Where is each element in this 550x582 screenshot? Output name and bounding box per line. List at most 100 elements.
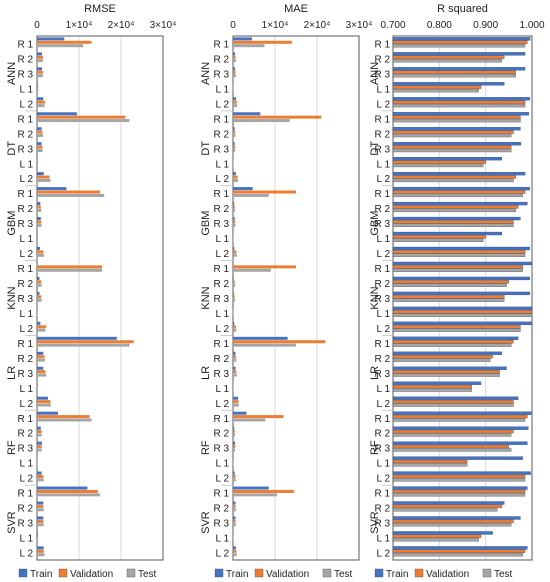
bar-test <box>37 463 38 467</box>
bar-train <box>37 247 40 250</box>
bar-validation <box>37 489 98 493</box>
bar-train <box>392 171 526 176</box>
bar-validation <box>233 265 296 269</box>
bar-validation <box>37 295 42 299</box>
bar-validation <box>233 205 235 209</box>
row-label: R 2 <box>213 204 229 215</box>
bar-train <box>392 157 503 161</box>
bar-train <box>37 97 44 101</box>
bar-validation <box>37 130 43 134</box>
bar-test <box>37 283 42 287</box>
bar-test <box>233 74 236 78</box>
legend-label: Validation <box>266 569 309 580</box>
bar-test <box>233 89 234 93</box>
legend-label: Validation <box>70 569 113 580</box>
bar-test <box>233 44 265 48</box>
row-label: R 3 <box>374 444 390 455</box>
bar-test <box>233 193 269 197</box>
bar-train <box>37 142 42 146</box>
row-label: L 2 <box>19 324 33 335</box>
row-label: R 1 <box>213 189 229 200</box>
group-label: RF <box>200 440 212 455</box>
group-label: DT <box>6 141 18 156</box>
bar-validation <box>392 235 486 239</box>
bar-validation <box>392 130 514 134</box>
bar-train <box>37 157 38 161</box>
row-label: R 1 <box>213 39 229 50</box>
bar-validation <box>37 400 51 404</box>
bar-train <box>37 486 88 490</box>
bar-test <box>37 433 42 437</box>
bar-validation <box>37 220 42 224</box>
bar-train <box>233 486 269 490</box>
bar-train <box>392 426 529 430</box>
bar-validation <box>233 519 236 523</box>
bar-validation <box>37 430 42 434</box>
bar-validation <box>233 430 235 434</box>
bar-train <box>392 501 505 505</box>
row-label: L 2 <box>19 399 33 410</box>
bar-train <box>37 396 48 400</box>
chart-title: RMSE <box>84 3 116 15</box>
group-label: GBM <box>200 211 212 236</box>
row-label: R 3 <box>17 219 33 230</box>
bar-train <box>392 396 519 400</box>
row-label: R 2 <box>374 354 390 365</box>
group-label: LR <box>6 366 18 380</box>
bar-train <box>37 187 67 191</box>
bar-test <box>233 178 239 182</box>
bar-test <box>392 373 500 377</box>
bar-validation <box>37 55 43 59</box>
bar-test <box>37 418 92 422</box>
bar-test <box>233 553 237 557</box>
row-label: R 1 <box>213 114 229 125</box>
legend-label: Train <box>386 569 408 580</box>
bar-train <box>233 112 261 116</box>
group-label: GBM <box>6 211 18 236</box>
row-label: R 2 <box>17 204 33 215</box>
row-label: R 2 <box>374 204 390 215</box>
bar-test <box>233 283 236 287</box>
bar-train <box>392 546 528 550</box>
row-label: L 1 <box>19 84 33 95</box>
bar-train <box>233 516 236 520</box>
bar-validation <box>233 190 296 194</box>
row-label: R 2 <box>213 54 229 65</box>
row-label: R 3 <box>17 294 33 305</box>
bar-validation <box>233 100 237 104</box>
bar-train <box>392 531 493 535</box>
group-label: KNN <box>369 286 381 309</box>
bar-validation <box>37 190 100 194</box>
bar-train <box>37 127 42 131</box>
bar-validation <box>392 175 516 179</box>
row-label: L 1 <box>376 159 390 170</box>
bar-validation <box>37 549 44 553</box>
bar-train <box>392 216 521 221</box>
group-label: DT <box>369 141 381 156</box>
bar-validation <box>37 100 45 104</box>
bar-validation <box>392 549 526 553</box>
row-label: L 1 <box>19 159 33 170</box>
row-label: R 3 <box>17 444 33 455</box>
bar-test <box>392 73 516 78</box>
bar-test <box>392 268 523 272</box>
group-label: KNN <box>200 286 212 309</box>
row-label: R 1 <box>374 339 390 350</box>
row-label: R 1 <box>213 414 229 425</box>
bar-test <box>233 328 237 332</box>
bar-train <box>233 187 253 191</box>
x-tick-label: 2×10⁴ <box>304 20 331 31</box>
bar-test <box>392 463 468 467</box>
bar-validation <box>37 340 134 344</box>
bar-validation <box>233 250 237 254</box>
bar-validation <box>37 534 39 538</box>
bar-test <box>233 134 236 138</box>
bar-validation <box>233 325 236 329</box>
bar-train <box>233 127 235 131</box>
row-label: L 1 <box>376 384 390 395</box>
bar-train <box>233 276 234 280</box>
bar-train <box>37 351 44 355</box>
bar-train <box>37 67 43 71</box>
row-label: L 2 <box>376 249 390 260</box>
bar-train <box>37 82 38 86</box>
